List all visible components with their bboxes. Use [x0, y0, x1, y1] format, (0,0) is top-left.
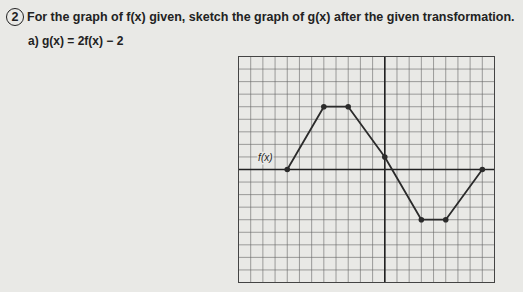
svg-text:f(x): f(x) — [258, 152, 272, 163]
html-text:For the graph of f(x) given, s: For the graph of f(x) given, sketch the … — [27, 10, 515, 24]
html-text:a) g(x) = 2f(x) − 2: a) g(x) = 2f(x) − 2 — [28, 34, 124, 48]
html-text:2: 2 — [11, 10, 19, 24]
